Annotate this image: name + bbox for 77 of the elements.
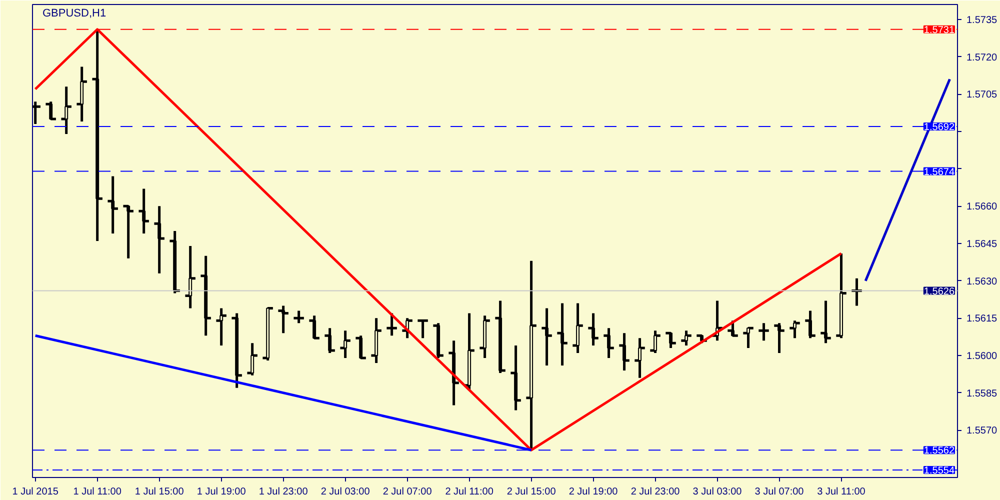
candlestick bbox=[168, 230, 182, 295]
candlestick bbox=[819, 299, 832, 344]
y-tick-label: 1.5615 bbox=[966, 314, 998, 325]
candlestick bbox=[509, 344, 522, 412]
candlestick bbox=[494, 299, 507, 374]
x-tick-label: 1 Jul 23:00 bbox=[258, 486, 308, 498]
candlestick bbox=[524, 260, 538, 452]
ref-line-label: 1.5674 bbox=[924, 166, 955, 178]
y-tick-label: 1.5570 bbox=[966, 426, 998, 437]
x-tick-label: 3 Jul 11:00 bbox=[817, 486, 866, 498]
chart-title: GBPUSD,H1 bbox=[42, 8, 106, 20]
candlestick bbox=[230, 312, 244, 390]
candlestick bbox=[586, 312, 600, 347]
candlestick bbox=[137, 187, 150, 235]
x-tick-label: 1 Jul 2015 bbox=[12, 486, 59, 498]
candlestick bbox=[44, 100, 58, 120]
y-tick-label: 1.5630 bbox=[966, 276, 998, 288]
candlestick bbox=[556, 302, 569, 367]
candlestick bbox=[106, 175, 120, 235]
candlestick bbox=[571, 302, 584, 354]
candlestick bbox=[602, 326, 616, 360]
x-tick-label: 3 Jul 07:00 bbox=[754, 486, 804, 498]
candlestick bbox=[432, 322, 445, 360]
candlestick bbox=[152, 204, 166, 275]
x-tick-label: 1 Jul 15:00 bbox=[134, 486, 184, 498]
ref-line-label: 1.5554 bbox=[924, 466, 955, 477]
candlestick bbox=[804, 309, 817, 340]
candlestick bbox=[648, 329, 662, 354]
candlestick bbox=[354, 334, 368, 360]
candlestick bbox=[338, 329, 352, 360]
candlestick bbox=[214, 306, 228, 347]
candlestick bbox=[60, 85, 73, 136]
candlestick bbox=[246, 342, 259, 377]
ref-line-label: 1.5692 bbox=[924, 122, 955, 133]
y-tick-label: 1.5585 bbox=[966, 388, 998, 400]
y-tick-label: 1.5660 bbox=[966, 202, 998, 213]
candlestick bbox=[757, 322, 770, 342]
ref-line-label: 1.5562 bbox=[924, 446, 955, 457]
candlestick bbox=[75, 65, 88, 123]
candlestick bbox=[90, 28, 104, 242]
candlestick bbox=[540, 306, 554, 367]
ref-line-label: 1.5626 bbox=[924, 286, 955, 298]
candlestick bbox=[680, 329, 693, 347]
x-tick-label: 2 Jul 07:00 bbox=[382, 486, 432, 498]
y-tick-label: 1.5645 bbox=[966, 238, 998, 250]
y-tick-label: 1.5600 bbox=[966, 351, 998, 362]
y-tick-label: 1.5735 bbox=[966, 14, 998, 26]
candlestick bbox=[618, 332, 631, 372]
candlestick bbox=[184, 244, 197, 310]
x-tick-label: 2 Jul 23:00 bbox=[630, 486, 680, 498]
candlestick bbox=[772, 322, 786, 354]
candlestick bbox=[834, 252, 848, 340]
candlestick bbox=[261, 306, 274, 362]
x-tick-label: 3 Jul 03:00 bbox=[692, 486, 742, 498]
x-tick-label: 1 Jul 11:00 bbox=[73, 486, 122, 498]
y-tick-label: 1.5720 bbox=[966, 52, 998, 64]
y-tick-label: 1.5705 bbox=[966, 90, 998, 101]
candlestick bbox=[276, 304, 290, 334]
x-tick-label: 2 Jul 15:00 bbox=[506, 486, 556, 498]
candlestick bbox=[292, 309, 306, 324]
x-tick-label: 2 Jul 03:00 bbox=[320, 486, 370, 498]
candlestick bbox=[788, 319, 802, 340]
x-tick-label: 2 Jul 11:00 bbox=[445, 486, 494, 498]
candlestick bbox=[122, 204, 135, 260]
candlestick bbox=[447, 339, 460, 407]
x-tick-label: 2 Jul 19:00 bbox=[568, 486, 618, 498]
ref-line-label: 1.5731 bbox=[924, 24, 955, 36]
candlestick bbox=[308, 314, 321, 340]
candlestick bbox=[664, 332, 678, 350]
candlestick bbox=[199, 254, 212, 337]
candlestick bbox=[478, 314, 492, 360]
candlestick bbox=[323, 326, 336, 354]
candlestick bbox=[370, 316, 383, 364]
candlestick bbox=[462, 312, 476, 392]
x-tick-label: 1 Jul 19:00 bbox=[196, 486, 246, 498]
candlestick bbox=[633, 336, 646, 380]
candlestick bbox=[742, 326, 755, 350]
